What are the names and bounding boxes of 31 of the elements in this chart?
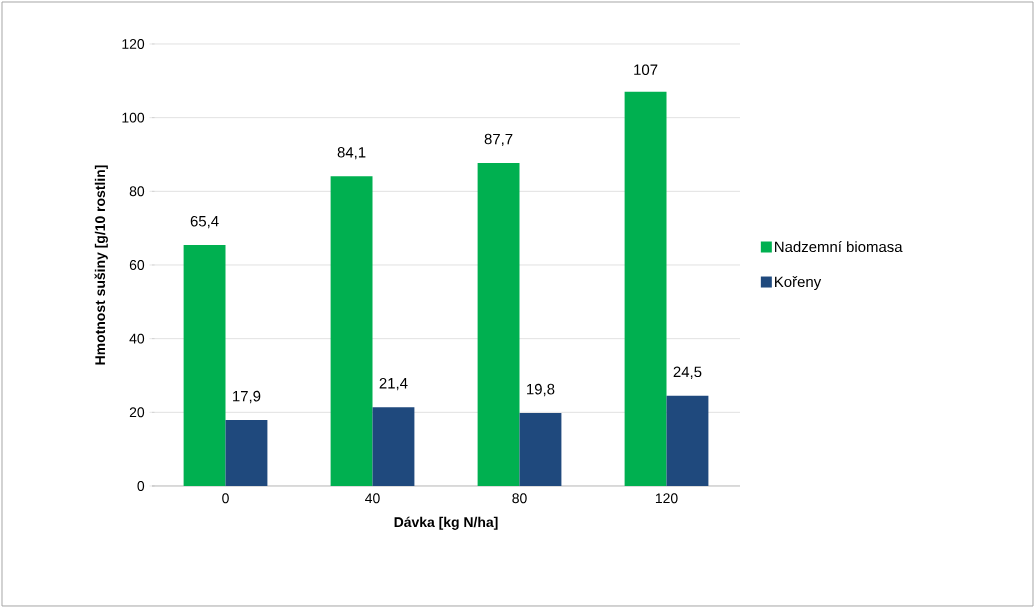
data-label: 84,1 — [337, 147, 366, 160]
data-label: 65,4 — [190, 215, 219, 229]
data-label: 107 — [634, 64, 658, 76]
bar — [330, 176, 373, 486]
bar — [666, 395, 709, 486]
x-axis-title: Dávka [kg N/ha] — [394, 516, 498, 530]
y-axis-title: Hmotnost sušiny [g/10 rostlin] — [94, 165, 108, 365]
legend-label: Nadzemní biomasa — [775, 240, 903, 253]
bar — [477, 162, 520, 486]
y-tick-label: 0 — [137, 481, 145, 491]
bar — [183, 245, 226, 486]
y-tick-label: 120 — [122, 39, 145, 49]
data-label: 17,9 — [233, 390, 261, 404]
x-tick-label: 80 — [512, 493, 527, 504]
y-tick-label: 80 — [129, 186, 145, 197]
bar — [519, 413, 562, 486]
bar — [225, 420, 268, 486]
y-tick-label: 20 — [129, 407, 145, 418]
y-tick-label: 60 — [129, 260, 145, 270]
x-tick-label: 0 — [222, 493, 229, 504]
data-label: 87,7 — [484, 133, 513, 147]
bar — [624, 91, 667, 486]
data-label: 24,5 — [673, 366, 702, 379]
bar — [372, 407, 415, 486]
legend-label: Kořeny — [775, 276, 822, 291]
y-tick-label: 40 — [129, 333, 145, 344]
y-tick-label: 100 — [122, 112, 145, 123]
x-tick-label: 40 — [365, 493, 380, 504]
data-label: 21,4 — [379, 377, 408, 391]
x-tick-label: 120 — [655, 493, 678, 504]
data-label: 19,8 — [527, 383, 555, 397]
